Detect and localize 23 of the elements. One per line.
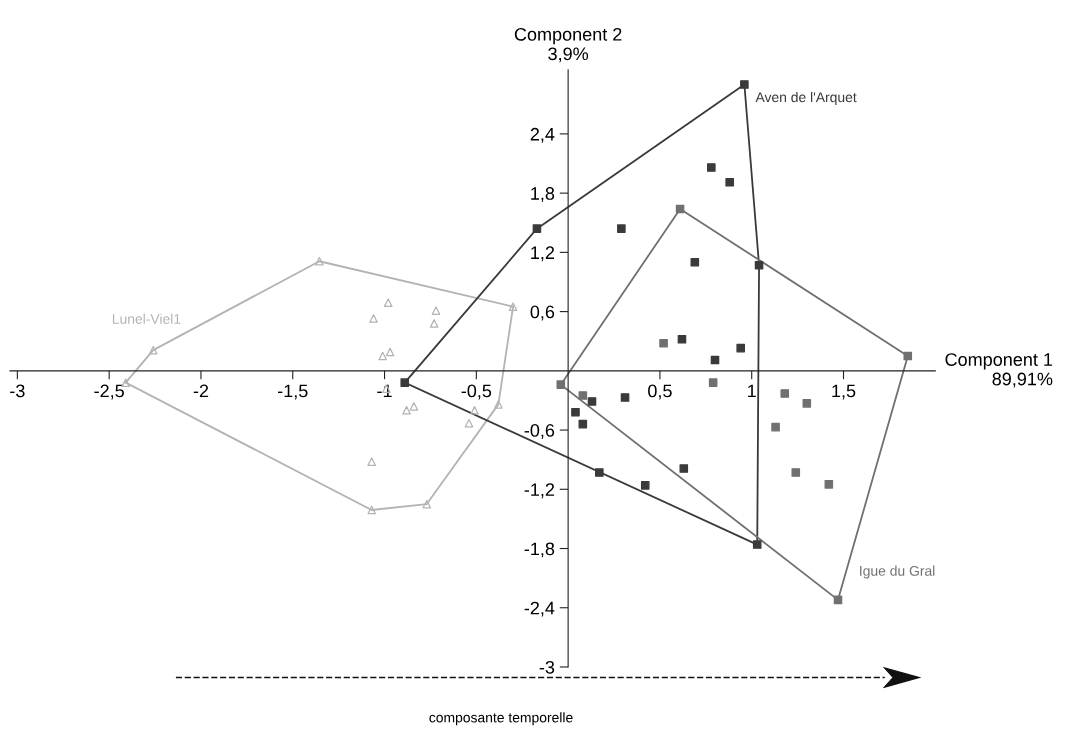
y-tick-label: 1,8 bbox=[531, 187, 555, 202]
x-tick-label: -2,5 bbox=[94, 384, 124, 400]
x-tick-label: -0,5 bbox=[461, 384, 492, 400]
x-tick-label: 1 bbox=[748, 384, 756, 398]
x-tick-label: -1,5 bbox=[277, 384, 308, 400]
x-tick-label: 0,5 bbox=[648, 384, 672, 400]
y-tick-label: 1,2 bbox=[531, 246, 555, 262]
x-tick-label: -2 bbox=[193, 384, 209, 398]
x-tick-label: 1,5 bbox=[832, 384, 856, 400]
y-tick-label: -0,6 bbox=[524, 423, 555, 439]
series-label: Igue du Gral bbox=[860, 565, 935, 579]
y-tick-label: 2,4 bbox=[530, 127, 555, 143]
y-tick-label: -1,8 bbox=[524, 542, 555, 558]
series-label: Aven de l'Arquet bbox=[755, 91, 857, 105]
text: composante temporelle bbox=[429, 712, 573, 726]
y-tick-label: -1,2 bbox=[524, 483, 555, 499]
x-tick-label: -3 bbox=[10, 384, 25, 398]
y-tick-label: -3 bbox=[539, 660, 555, 674]
y-tick-label: -2,4 bbox=[524, 601, 555, 617]
y-axis-title: Component 2 3,9% bbox=[514, 27, 622, 63]
text: Lunel-Viel1 bbox=[112, 313, 181, 324]
x-axis-title: Component 1 89,91% bbox=[945, 353, 1053, 388]
y-tick-label: 0,6 bbox=[530, 305, 555, 321]
